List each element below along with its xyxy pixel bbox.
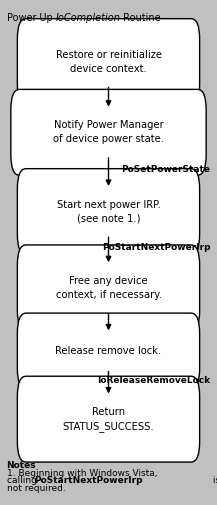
- Text: Free any device
context, if necessary.: Free any device context, if necessary.: [56, 276, 161, 300]
- Text: Release remove lock.: Release remove lock.: [55, 346, 162, 356]
- Text: Start next power IRP.
(see note 1.): Start next power IRP. (see note 1.): [57, 199, 160, 224]
- Text: not required.: not required.: [7, 484, 65, 493]
- FancyBboxPatch shape: [17, 169, 200, 255]
- Text: calling: calling: [7, 476, 39, 485]
- FancyBboxPatch shape: [11, 89, 206, 175]
- Text: 1. Beginning with Windows Vista,: 1. Beginning with Windows Vista,: [7, 469, 157, 478]
- Text: Return
STATUS_SUCCESS.: Return STATUS_SUCCESS.: [63, 407, 154, 432]
- Text: PoStartNextPowerIrp: PoStartNextPowerIrp: [34, 476, 142, 485]
- Text: PoStartNextPowerIrp: PoStartNextPowerIrp: [102, 243, 210, 251]
- Text: Power-Up: Power-Up: [7, 13, 55, 23]
- Text: Restore or reinitialize
device context.: Restore or reinitialize device context.: [56, 49, 161, 74]
- Text: Notes: Notes: [7, 461, 36, 470]
- Text: PoSetPowerState: PoSetPowerState: [122, 165, 210, 174]
- Text: IoCompletion: IoCompletion: [55, 13, 120, 23]
- FancyBboxPatch shape: [17, 313, 200, 389]
- FancyBboxPatch shape: [17, 19, 200, 105]
- Text: Routine: Routine: [120, 13, 161, 23]
- FancyBboxPatch shape: [17, 376, 200, 462]
- Text: is: is: [210, 476, 217, 485]
- Text: IoReleaseRemoveLock: IoReleaseRemoveLock: [97, 376, 210, 384]
- FancyBboxPatch shape: [17, 245, 200, 331]
- Text: Notify Power Manager
of device power state.: Notify Power Manager of device power sta…: [53, 120, 164, 144]
